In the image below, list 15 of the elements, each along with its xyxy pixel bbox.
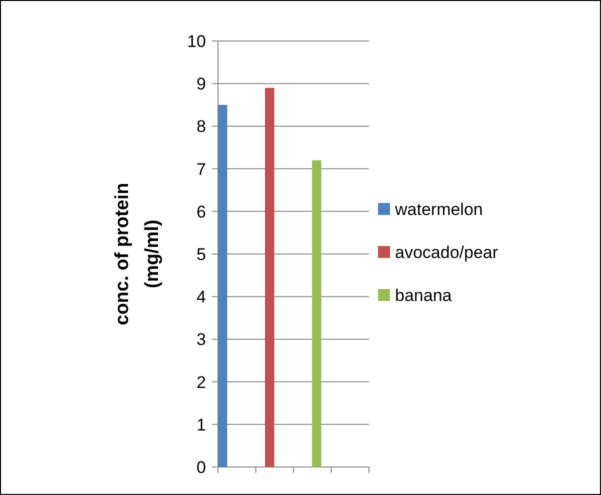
y-tick-label: 5 <box>196 244 206 264</box>
legend-label: banana <box>395 286 452 305</box>
y-tick-label: 10 <box>187 32 206 51</box>
legend-label: watermelon <box>394 200 483 219</box>
legend-label: avocado/pear <box>395 242 498 262</box>
y-axis-title: conc. of protein (mg/ml) <box>112 182 163 326</box>
y-tick-label: 7 <box>196 160 206 179</box>
y-tick-label: 9 <box>196 74 206 94</box>
y-tick-label: 1 <box>196 415 206 434</box>
y-tick-label: 8 <box>196 117 206 136</box>
y-tick-label: 6 <box>196 202 206 222</box>
y-tick-label: 3 <box>196 330 206 350</box>
y-tick-label: 4 <box>196 288 206 307</box>
y-tick-label: 2 <box>196 372 206 392</box>
y-tick-label: 0 <box>196 458 206 477</box>
